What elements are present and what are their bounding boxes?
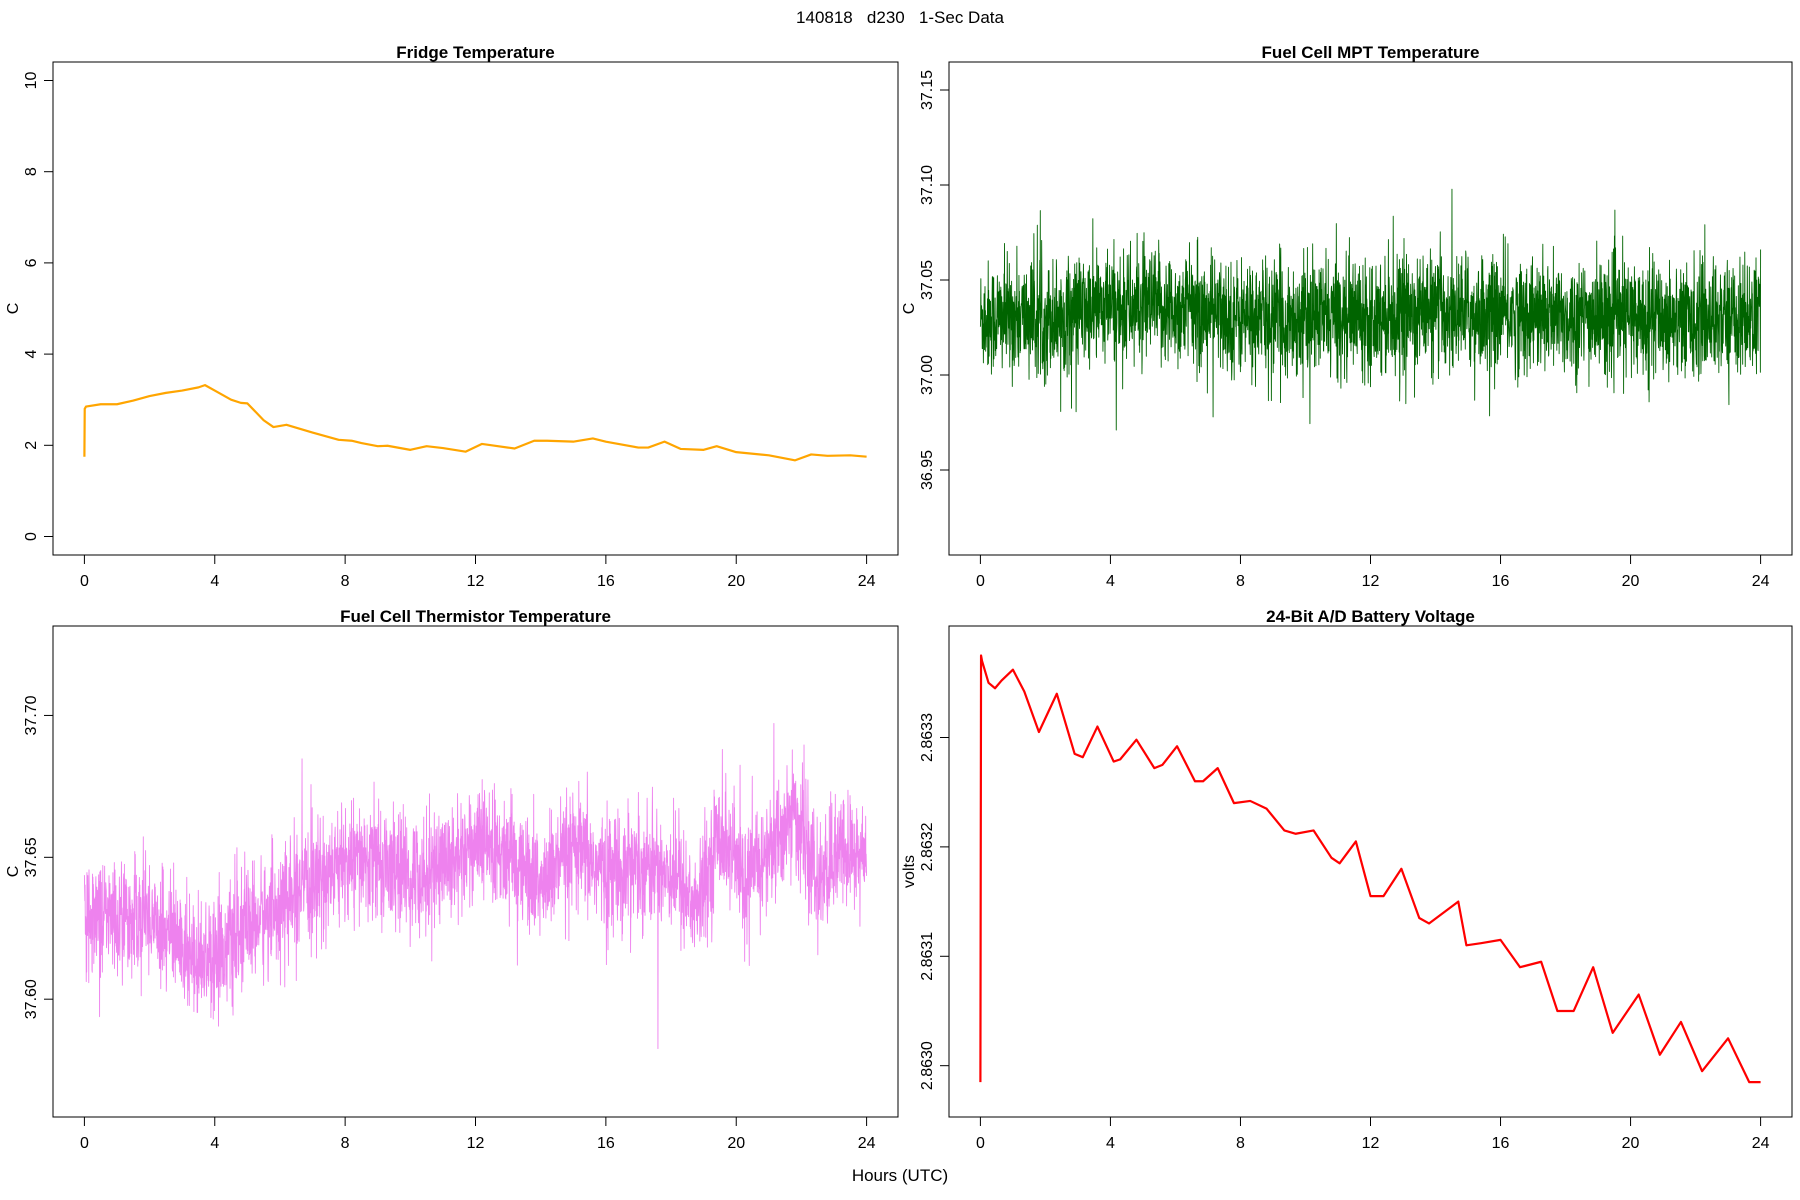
y-tick-label: 4 <box>23 350 40 359</box>
y-tick-label: 8 <box>23 167 40 176</box>
x-tick-label: 24 <box>858 573 876 590</box>
x-tick-label: 20 <box>1622 1135 1640 1152</box>
x-tick-label: 8 <box>341 573 350 590</box>
series-line-2 <box>979 188 1762 431</box>
x-tick-label: 4 <box>210 1135 219 1152</box>
y-tick-label: 37.70 <box>23 695 40 735</box>
chart-panel-4: 24-Bit A/D Battery Voltage 0 4 8 12 16 20 24 2.8… <box>901 607 1793 1152</box>
x-tick-label: 12 <box>467 573 485 590</box>
chart-panel-3: Fuel Cell Thermistor Temperature 0 4 8 12 16 2… <box>5 607 899 1152</box>
y-axis-label: C <box>5 303 22 315</box>
x-tick-label: 8 <box>1236 1135 1245 1152</box>
x-tick-label: 12 <box>1362 1135 1380 1152</box>
x-axis-label: Hours (UTC) <box>851 1166 949 1185</box>
y-tick-label: 2.8633 <box>919 713 936 762</box>
y-axis-label: volts <box>901 855 918 888</box>
y-tick-label: 0 <box>23 532 40 541</box>
y-tick-label: 2.8631 <box>919 932 936 981</box>
series-line-1 <box>83 384 867 462</box>
chart-title: Fuel Cell Thermistor Temperature <box>340 607 611 626</box>
chart-title: 24-Bit A/D Battery Voltage <box>1266 607 1475 626</box>
y-tick-label: 37.05 <box>919 260 936 300</box>
x-tick-label: 8 <box>341 1135 350 1152</box>
y-axis-label: C <box>5 866 22 878</box>
x-tick-label: 24 <box>1752 1135 1770 1152</box>
y-tick-label: 6 <box>23 258 40 267</box>
x-tick-label: 0 <box>80 1135 89 1152</box>
plot-frame <box>948 625 1793 1118</box>
series-line-4 <box>979 654 1761 1084</box>
x-tick-label: 0 <box>976 1135 985 1152</box>
x-tick-label: 24 <box>858 1135 876 1152</box>
y-tick-label: 37.00 <box>919 355 936 395</box>
y-tick-label: 2.8630 <box>919 1041 936 1090</box>
x-tick-label: 16 <box>1492 573 1510 590</box>
y-tick-label: 2.8632 <box>919 822 936 871</box>
y-tick-label: 37.10 <box>919 165 936 205</box>
chart-title: Fridge Temperature <box>396 43 554 62</box>
x-tick-label: 16 <box>1492 1135 1510 1152</box>
x-tick-label: 12 <box>1362 573 1380 590</box>
x-tick-label: 4 <box>1106 573 1115 590</box>
x-tick-label: 0 <box>976 573 985 590</box>
x-tick-label: 8 <box>1236 573 1245 590</box>
y-tick-label: 2 <box>23 441 40 450</box>
page-title: 140818 d230 1-Sec Data <box>796 8 1004 27</box>
x-tick-label: 16 <box>597 573 615 590</box>
x-tick-label: 20 <box>727 573 745 590</box>
y-tick-label: 37.65 <box>23 837 40 877</box>
x-tick-label: 12 <box>467 1135 485 1152</box>
y-axis-label: C <box>901 303 918 315</box>
x-tick-label: 20 <box>727 1135 745 1152</box>
x-tick-label: 20 <box>1622 573 1640 590</box>
plot-frame <box>52 61 899 556</box>
chart-panel-2: Fuel Cell MPT Temperature 0 4 8 12 16 20 24 36.9… <box>901 43 1793 590</box>
series-line-3 <box>83 723 868 1050</box>
y-tick-label: 10 <box>23 72 40 90</box>
y-tick-label: 37.60 <box>23 979 40 1019</box>
x-tick-label: 24 <box>1752 573 1770 590</box>
x-tick-label: 4 <box>210 573 219 590</box>
x-tick-label: 16 <box>597 1135 615 1152</box>
x-tick-label: 0 <box>80 573 89 590</box>
y-tick-label: 36.95 <box>919 450 936 490</box>
chart-title: Fuel Cell MPT Temperature <box>1262 43 1480 62</box>
x-tick-label: 4 <box>1106 1135 1115 1152</box>
y-tick-label: 37.15 <box>919 70 936 110</box>
